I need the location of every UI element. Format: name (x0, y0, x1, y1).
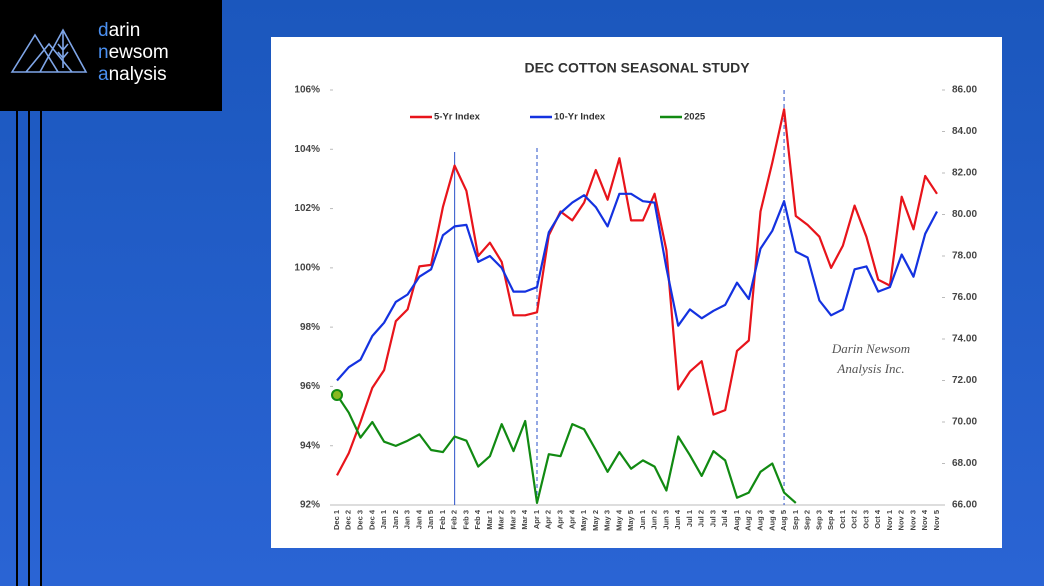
y-tick-label: 106% (294, 85, 320, 96)
y-tick-label: 104% (294, 144, 320, 155)
x-tick-label: Sep 3 (814, 510, 823, 530)
x-tick-label: Sep 1 (791, 510, 800, 530)
y-tick-label: 102% (294, 203, 320, 214)
y2-tick-label: 70.00 (952, 417, 977, 428)
x-tick-label: Aug 5 (779, 510, 788, 531)
y2-tick-label: 84.00 (952, 126, 977, 137)
legend-label: 5-Yr Index (434, 112, 481, 123)
y2-tick-label: 78.00 (952, 251, 977, 262)
legend-label: 2025 (684, 112, 706, 123)
y-tick-label: 98% (300, 322, 320, 333)
x-tick-label: Feb 4 (473, 509, 482, 529)
x-tick-label: May 1 (579, 510, 588, 531)
logo-mark (10, 28, 88, 73)
x-tick-label: Mar 2 (497, 510, 506, 530)
y2-tick-label: 68.00 (952, 458, 977, 469)
y2-tick-label: 76.00 (952, 292, 977, 303)
x-tick-label: Jan 4 (414, 509, 423, 529)
x-tick-label: Aug 2 (744, 510, 753, 531)
x-tick-label: Mar 1 (485, 510, 494, 530)
y-tick-label: 96% (300, 381, 320, 392)
x-tick-label: Jan 2 (391, 510, 400, 529)
x-tick-label: May 4 (614, 509, 623, 531)
logo-box (0, 0, 222, 111)
x-tick-label: Jun 4 (673, 509, 682, 529)
x-tick-label: Oct 1 (838, 510, 847, 529)
x-tick-label: Jul 2 (697, 510, 706, 527)
series-line (336, 394, 797, 504)
x-tick-label: Oct 3 (861, 510, 870, 529)
x-tick-label: Aug 4 (767, 509, 776, 531)
x-tick-label: Mar 3 (508, 510, 517, 530)
x-tick-label: Dec 1 (332, 510, 341, 530)
x-tick-label: May 3 (603, 510, 612, 531)
y2-tick-label: 82.00 (952, 168, 977, 179)
y2-tick-label: 80.00 (952, 209, 977, 220)
series-line (336, 108, 938, 476)
watermark: Darin Newsom (831, 341, 910, 356)
y-tick-label: 92% (300, 500, 320, 511)
x-tick-label: Jun 2 (650, 510, 659, 530)
logo-text: newsom (98, 42, 169, 63)
x-tick-label: Aug 3 (756, 510, 765, 531)
x-tick-label: Jul 3 (708, 510, 717, 527)
logo-text: darin (98, 20, 140, 41)
logo-text: analysis (98, 64, 167, 85)
y-tick-label: 94% (300, 440, 320, 451)
x-tick-label: Oct 2 (850, 510, 859, 529)
x-tick-label: Nov 5 (932, 510, 941, 530)
x-tick-label: May 2 (591, 510, 600, 531)
x-tick-label: Apr 2 (544, 510, 553, 529)
x-tick-label: Nov 3 (908, 510, 917, 530)
x-tick-label: Jun 3 (661, 510, 670, 530)
y2-tick-label: 86.00 (952, 85, 977, 96)
x-tick-label: Jun 1 (638, 510, 647, 530)
x-tick-label: Feb 1 (438, 510, 447, 530)
x-tick-label: Feb 2 (450, 510, 459, 530)
x-tick-label: Sep 2 (803, 510, 812, 530)
x-tick-label: Mar 4 (520, 509, 529, 529)
legend-label: 10-Yr Index (554, 112, 606, 123)
x-tick-label: Nov 4 (920, 509, 929, 530)
x-tick-label: Sep 4 (826, 509, 835, 530)
y2-tick-label: 72.00 (952, 375, 977, 386)
y2-tick-label: 74.00 (952, 334, 977, 345)
chart-panel (271, 37, 1002, 548)
chart-title: DEC COTTON SEASONAL STUDY (524, 60, 750, 76)
x-tick-label: Aug 1 (732, 510, 741, 531)
x-tick-label: Dec 2 (344, 510, 353, 530)
series-line (336, 192, 938, 382)
start-marker (331, 389, 343, 402)
x-tick-label: Feb 3 (461, 510, 470, 530)
x-tick-label: Nov 2 (897, 510, 906, 530)
x-tick-label: Dec 3 (356, 510, 365, 530)
x-tick-label: Apr 3 (556, 510, 565, 529)
y-tick-label: 100% (294, 262, 320, 273)
x-tick-label: Apr 4 (567, 509, 576, 529)
x-tick-label: Jan 5 (426, 510, 435, 529)
x-tick-label: Dec 4 (367, 509, 376, 530)
x-tick-label: Jul 4 (720, 509, 729, 527)
x-tick-label: Jul 1 (685, 510, 694, 527)
x-tick-label: Oct 4 (873, 509, 882, 529)
x-tick-label: Jan 1 (379, 510, 388, 529)
y2-tick-label: 66.00 (952, 500, 977, 511)
x-tick-label: Jan 3 (403, 510, 412, 529)
x-tick-label: Apr 1 (532, 510, 541, 529)
watermark: Analysis Inc. (836, 361, 904, 376)
x-tick-label: May 5 (626, 510, 635, 531)
x-tick-label: Nov 1 (885, 510, 894, 530)
